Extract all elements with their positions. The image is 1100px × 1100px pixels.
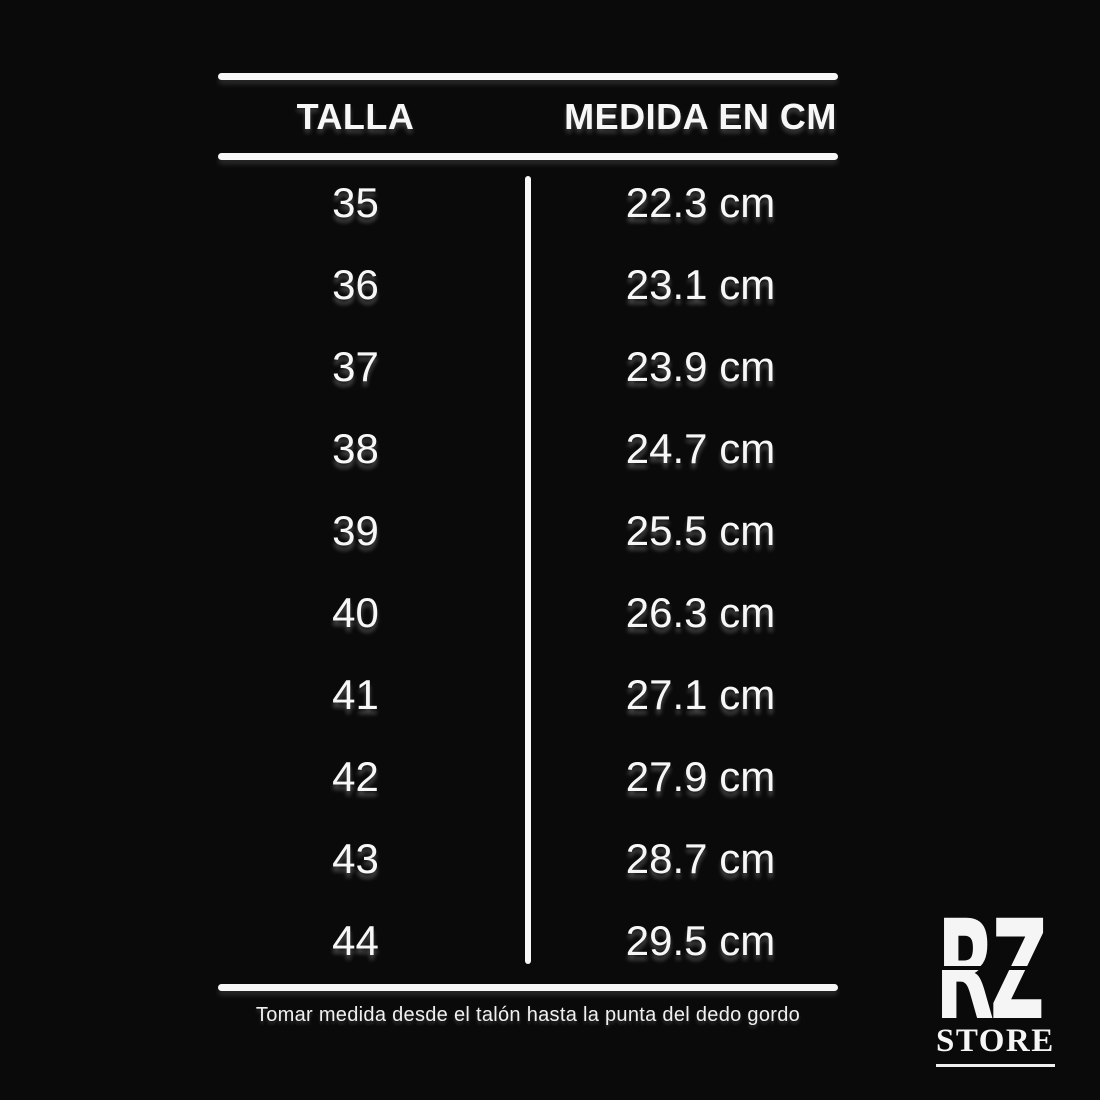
table-row: 35 22.3 cm (218, 162, 838, 244)
rz-store-logo: RZ RZ STORE (935, 903, 1065, 1067)
header-rule (218, 153, 838, 160)
measure-cell: 25.5 cm (625, 507, 776, 554)
size-cell: 35 (332, 179, 379, 226)
measure-cell: 23.9 cm (625, 343, 776, 390)
size-cell: 42 (332, 753, 379, 800)
measure-cell: 29.5 cm (625, 917, 776, 964)
monogram-top-half: RZ (937, 892, 1044, 1046)
table-body: 35 22.3 cm 36 23.1 cm 37 23.9 cm 38 24.7 cm 39 25… (218, 160, 838, 984)
rz-monogram: RZ RZ (935, 903, 1065, 1039)
table-row: 39 25.5 cm (218, 490, 838, 572)
measure-cell: 22.3 cm (625, 179, 776, 226)
measure-cell: 27.1 cm (625, 671, 776, 718)
table-row: 40 26.3 cm (218, 572, 838, 654)
table-row: 36 23.1 cm (218, 244, 838, 326)
size-cell: 44 (332, 917, 379, 964)
size-cell: 43 (332, 835, 379, 882)
size-cell: 38 (332, 425, 379, 472)
table-row: 44 29.5 cm (218, 900, 838, 982)
size-cell: 40 (332, 589, 379, 636)
size-cell: 39 (332, 507, 379, 554)
measure-cell: 26.3 cm (625, 589, 776, 636)
measure-cell: 27.9 cm (625, 753, 776, 800)
table-row: 41 27.1 cm (218, 654, 838, 736)
measure-cell: 23.1 cm (625, 261, 776, 308)
measurement-note: Tomar medida desde el talón hasta la pun… (255, 1004, 801, 1026)
size-cell: 41 (332, 671, 379, 718)
table-header: TALLA MEDIDA EN CM (218, 80, 838, 153)
size-cell: 37 (332, 343, 379, 390)
top-rule (218, 73, 838, 80)
column-header-medida: MEDIDA EN CM (564, 95, 837, 137)
column-divider (525, 176, 531, 964)
monogram-bottom-half: RZ (935, 896, 1042, 1050)
table-row: 42 27.9 cm (218, 736, 838, 818)
store-wordmark: STORE (936, 1023, 1055, 1067)
measure-cell: 28.7 cm (625, 835, 776, 882)
measure-cell: 24.7 cm (625, 425, 776, 472)
bottom-rule (218, 984, 838, 991)
column-header-talla: TALLA (296, 95, 415, 137)
size-chart: TALLA MEDIDA EN CM 35 22.3 cm 36 23.1 cm 37 2… (218, 73, 838, 1027)
table-row: 38 24.7 cm (218, 408, 838, 490)
table-row: 37 23.9 cm (218, 326, 838, 408)
size-cell: 36 (332, 261, 379, 308)
table-row: 43 28.7 cm (218, 818, 838, 900)
